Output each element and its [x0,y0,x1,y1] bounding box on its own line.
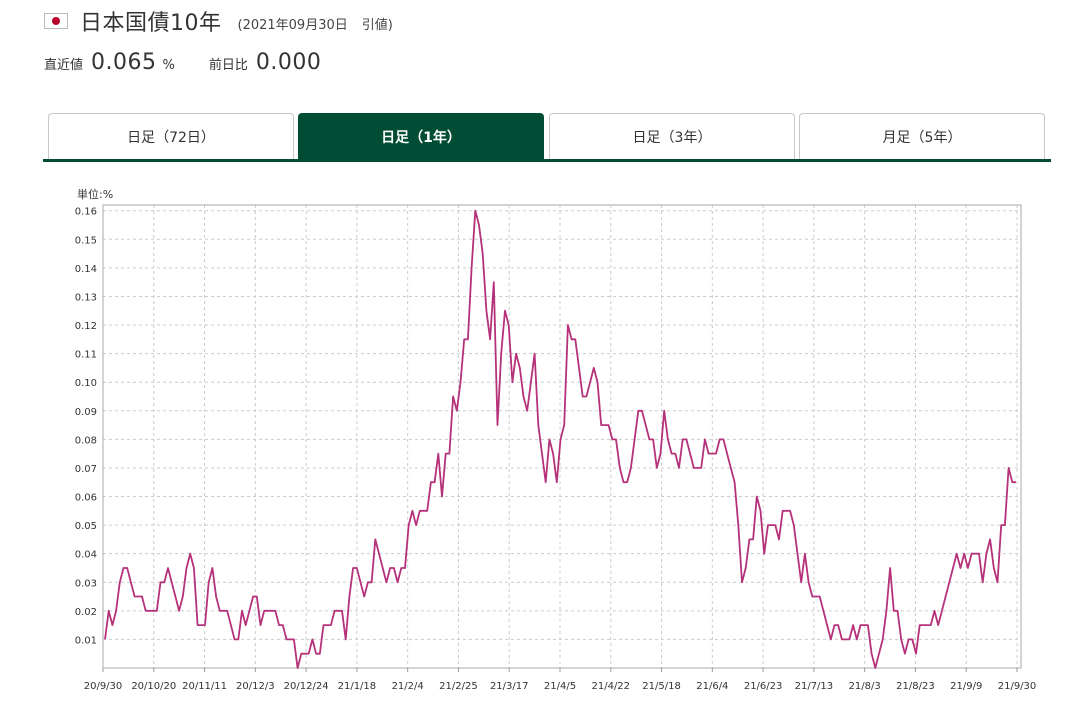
tab-daily-1y[interactable]: 日足（1年） [298,113,544,159]
change-value: 0.000 [255,50,322,75]
latest-unit: % [162,58,175,73]
y-tick-label: 0.06 [75,493,97,504]
latest-value: 0.065 [91,50,157,75]
x-tick-label: 21/4/5 [544,681,576,692]
plot-frame [102,204,1022,669]
period-tabs: 日足（72日） 日足（1年） 日足（3年） 月足（5年） [43,112,1051,162]
y-tick-label: 0.05 [75,521,97,532]
change-label: 前日比 [208,58,248,73]
x-tick-label: 20/9/30 [84,681,123,692]
y-tick-label: 0.08 [75,435,97,446]
chart-area: 単位:% 0.01 0.02 0.03 0.04 0.05 0.06 0.07 0.08 0.0… [0,180,1067,717]
y-tick-label: 0.11 [75,350,97,361]
header: 日本国債10年 (2021年09月30日 引値) [44,6,393,36]
latest-label: 直近値 [44,58,84,73]
unit-label: 単位:% [77,188,114,201]
x-tick-label: 21/6/4 [696,681,728,692]
stats-row: 直近値 0.065 % 前日比 0.000 [44,50,321,80]
tab-daily-72d[interactable]: 日足（72日） [48,113,294,159]
x-tick-label: 21/5/18 [642,681,681,692]
x-tick-label: 21/9/30 [998,681,1037,692]
y-tick-label: 0.15 [75,235,97,246]
y-tick-label: 0.04 [75,550,97,561]
y-tick-label: 0.13 [75,292,97,303]
x-tick-label: 21/1/18 [338,681,377,692]
x-tick-label: 21/2/4 [392,681,424,692]
x-tick-label: 21/3/17 [490,681,529,692]
y-tick-label: 0.14 [75,264,97,275]
y-tick-label: 0.07 [75,464,97,475]
yield-chart: 0.01 0.02 0.03 0.04 0.05 0.06 0.07 0.08 0.09 0.10… [75,204,1037,692]
x-tick-label: 21/9/9 [950,681,982,692]
tab-daily-3y[interactable]: 日足（3年） [549,113,795,159]
y-tick-label: 0.01 [75,635,97,646]
quote-date: (2021年09月30日 引値) [238,14,393,33]
y-tick-label: 0.02 [75,607,97,618]
x-tick-label: 21/8/23 [896,681,935,692]
series-line-0 [104,209,1016,669]
japan-flag-icon [44,13,68,29]
y-tick-label: 0.16 [75,207,97,218]
page-title: 日本国債10年 [80,11,222,36]
x-tick-label: 20/12/3 [236,681,275,692]
y-tick-label: 0.10 [75,378,97,389]
x-tick-label: 20/12/24 [284,681,329,692]
x-tick-label: 21/2/25 [439,681,478,692]
x-tick-label: 20/11/11 [182,681,227,692]
y-tick-label: 0.03 [75,578,97,589]
x-tick-label: 21/4/22 [591,681,630,692]
x-tick-label: 21/7/13 [795,681,834,692]
x-tick-label: 21/6/23 [744,681,783,692]
close-label: 引値) [361,17,393,33]
x-tick-label: 20/10/20 [131,681,176,692]
tab-monthly-5y[interactable]: 月足（5年） [799,113,1045,159]
y-tick-label: 0.12 [75,321,97,332]
quote-date-value: (2021年09月30日 [237,17,348,33]
y-tick-label: 0.09 [75,407,97,418]
x-tick-label: 21/8/3 [849,681,881,692]
